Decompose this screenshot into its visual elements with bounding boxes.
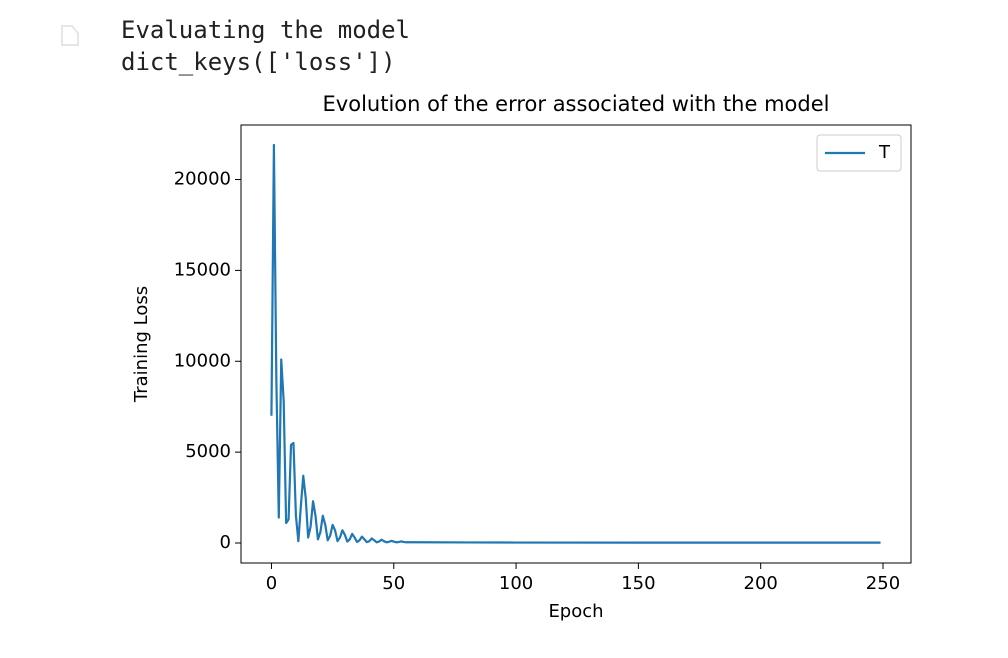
y-tick-label: 15000 — [174, 259, 231, 280]
y-tick-label: 10000 — [174, 350, 231, 371]
output-line: dict_keys(['loss']) — [121, 48, 396, 76]
chart-title: Evolution of the error associated with t… — [323, 92, 830, 116]
x-tick-label: 250 — [866, 573, 900, 594]
x-axis-label: Epoch — [548, 601, 603, 622]
plot-frame — [240, 124, 912, 564]
y-axis-label: Training Loss — [131, 286, 152, 403]
cell-output: Evaluating the model dict_keys(['loss']) — [121, 14, 410, 78]
legend-label: T — [878, 142, 891, 163]
x-tick-label: 150 — [621, 573, 655, 594]
x-tick-label: 0 — [266, 573, 277, 594]
output-line: Evaluating the model — [121, 16, 410, 44]
loss-line — [270, 143, 881, 544]
run-icon — [61, 25, 79, 46]
y-tick-label: 5000 — [185, 441, 231, 462]
x-tick-label: 200 — [744, 573, 778, 594]
y-tick-label: 0 — [220, 532, 231, 553]
y-tick-label: 20000 — [174, 169, 231, 190]
x-tick-label: 100 — [499, 573, 533, 594]
x-tick-label: 50 — [382, 573, 405, 594]
